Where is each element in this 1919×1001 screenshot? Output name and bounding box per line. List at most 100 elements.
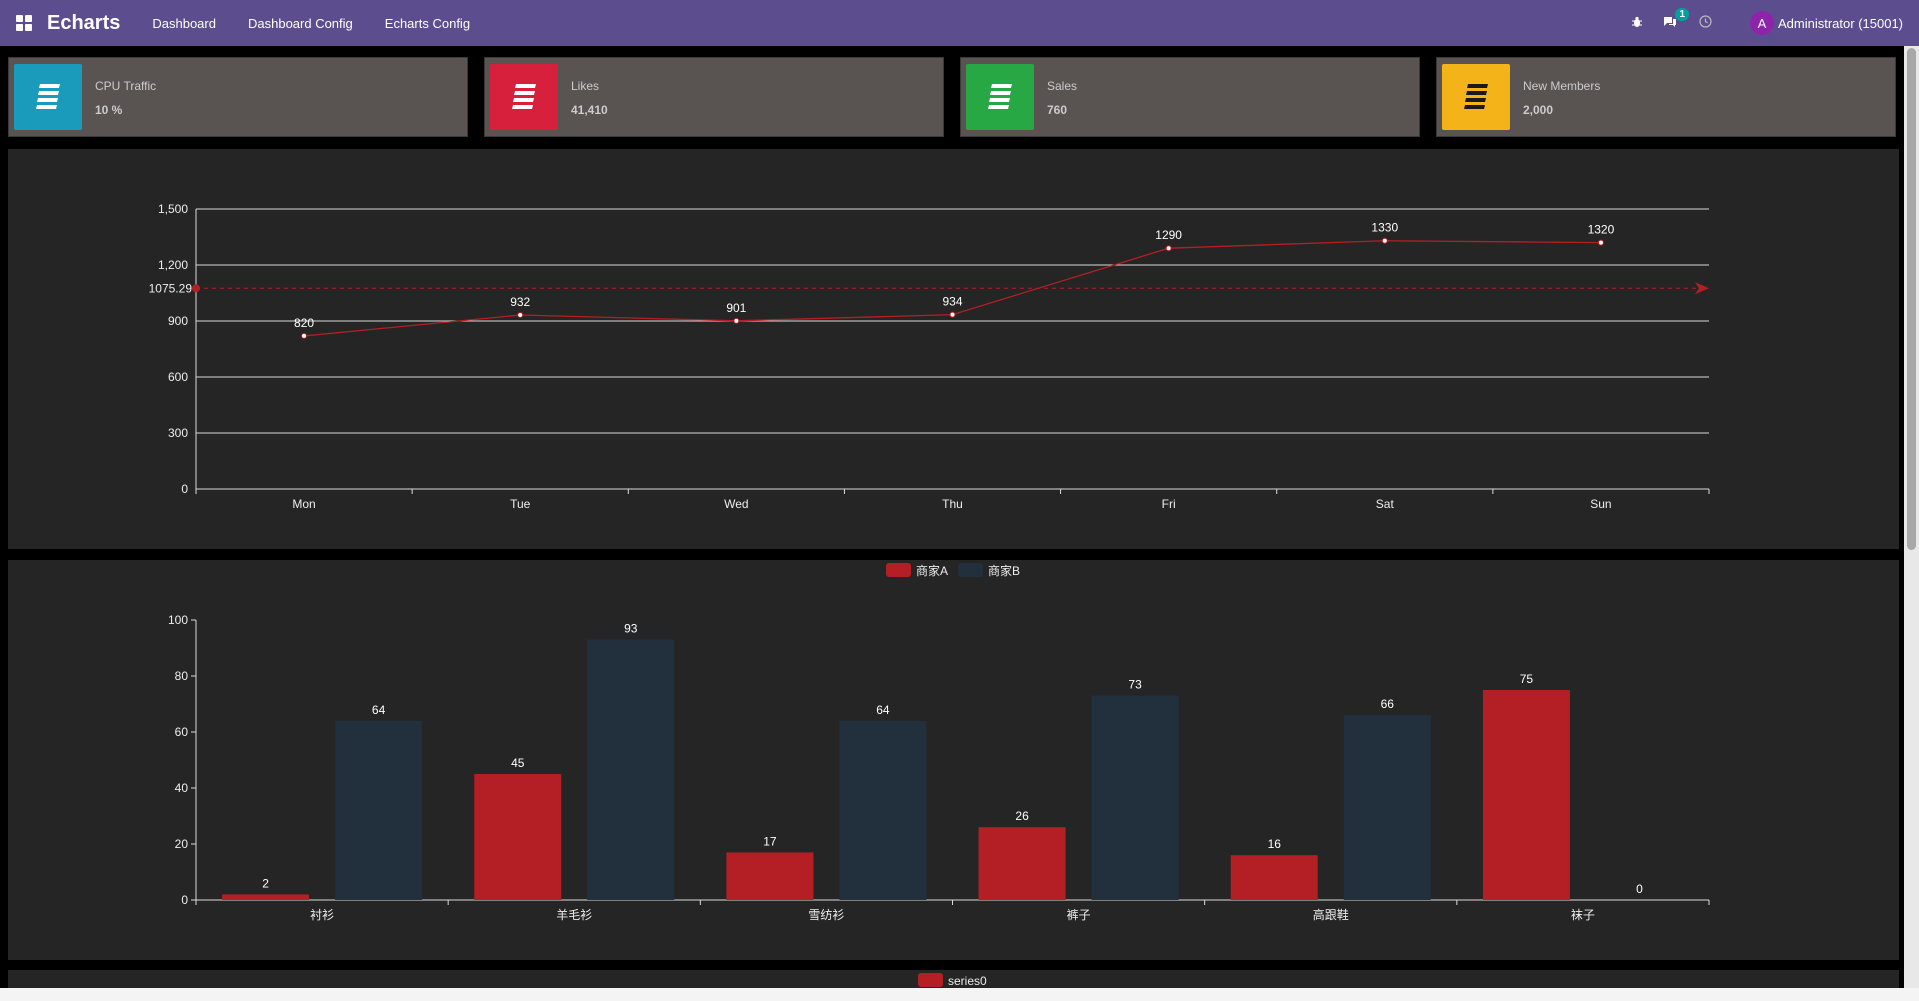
- x-tick-label: 袜子: [1571, 908, 1595, 922]
- x-tick-label: 羊毛衫: [556, 907, 592, 922]
- stat-card-cpu-traffic: CPU Traffic 10 %: [8, 57, 468, 137]
- stat-icon-box: [1442, 64, 1510, 130]
- data-label: 0: [1636, 882, 1643, 896]
- bar: [335, 720, 423, 900]
- data-label: 934: [942, 295, 962, 309]
- messages-chat-icon[interactable]: 1: [1663, 7, 1689, 31]
- stat-label: CPU Traffic: [95, 79, 157, 93]
- data-label: 64: [876, 703, 890, 717]
- data-label: 17: [763, 834, 777, 848]
- legend-label: 商家B: [988, 563, 1020, 578]
- x-tick-label: Sat: [1376, 497, 1395, 511]
- x-tick-label: Fri: [1162, 497, 1176, 511]
- x-tick-label: 衬衫: [310, 908, 334, 922]
- stat-label: Sales: [1047, 79, 1078, 93]
- bar: [839, 720, 927, 900]
- line-point: [1165, 245, 1172, 252]
- message-count-badge: 1: [1675, 7, 1689, 21]
- menu-item-dashboard[interactable]: Dashboard: [152, 15, 216, 31]
- third-chart-panel: series0: [8, 970, 1899, 988]
- data-label: 932: [510, 295, 530, 309]
- bar: [1343, 715, 1431, 900]
- x-tick-label: Sun: [1590, 497, 1611, 511]
- x-tick-label: 高跟鞋: [1313, 907, 1349, 922]
- data-label: 75: [1520, 672, 1534, 686]
- page-scrollbar-thumb[interactable]: [1907, 48, 1916, 550]
- average-mark-label: 1075.29: [149, 281, 193, 295]
- menu-item-dashboard-config[interactable]: Dashboard Config: [247, 15, 353, 31]
- page-bottom-edge: [0, 988, 1919, 1001]
- y-tick-label: 80: [175, 669, 189, 683]
- y-tick-label: 600: [168, 370, 188, 384]
- bar: [587, 639, 675, 900]
- x-tick-label: Mon: [292, 497, 315, 511]
- line-point: [517, 312, 524, 319]
- stat-card-sales: Sales 760: [960, 57, 1420, 137]
- data-label: 2: [262, 876, 269, 890]
- apps-grid-icon[interactable]: [16, 15, 32, 31]
- legend-swatch: [958, 563, 983, 577]
- app-brand[interactable]: Echarts: [47, 11, 121, 34]
- data-label: 16: [1268, 837, 1282, 851]
- y-tick-label: 0: [181, 893, 188, 907]
- line-point: [301, 332, 308, 339]
- stat-value: 10 %: [95, 103, 123, 117]
- legend-swatch: [918, 973, 943, 987]
- y-tick-label: 20: [175, 837, 189, 851]
- stat-icon-box: [490, 64, 558, 130]
- bar: [1091, 695, 1179, 900]
- stat-icon-box: [14, 64, 82, 130]
- user-menu[interactable]: Administrator (15001): [1778, 15, 1903, 31]
- data-label: 26: [1015, 809, 1029, 823]
- top-navbar: Echarts Dashboard Dashboard Config Echar…: [0, 0, 1919, 46]
- data-label: 901: [726, 301, 746, 315]
- x-tick-label: Tue: [510, 497, 531, 511]
- stat-value: 41,410: [571, 103, 608, 117]
- debug-bug-icon[interactable]: [1631, 16, 1643, 31]
- document-lines-icon: [988, 84, 1012, 109]
- stat-card-likes: Likes 41,410: [484, 57, 944, 137]
- document-lines-icon: [1464, 84, 1488, 109]
- x-tick-label: Wed: [724, 497, 748, 511]
- line-chart: 0 300 600 900 1,200 1,500 Mon Tue Wed Thu Fri Sat Su…: [149, 202, 1710, 511]
- document-lines-icon: [512, 84, 536, 109]
- bar: [726, 852, 814, 900]
- data-label: 1330: [1371, 221, 1398, 235]
- line-point: [949, 311, 956, 318]
- x-tick-label: Thu: [942, 497, 963, 511]
- bar-chart: 商家A 商家B 0 20 40 60 80 100 衬衫 2 64 羊毛衫 45 93 雪纺衫 17 64 裤子 2…: [168, 563, 1710, 922]
- y-tick-label: 1,200: [158, 258, 188, 272]
- bar-chart-panel: 商家A 商家B 0 20 40 60 80 100 衬衫 2 64 羊毛衫 45 93 雪纺衫 17 64 裤子 2…: [8, 560, 1899, 960]
- bar: [1230, 855, 1318, 900]
- data-label: 66: [1381, 697, 1395, 711]
- legend-swatch: [886, 563, 911, 577]
- y-tick-label: 100: [168, 613, 188, 627]
- activity-clock-icon[interactable]: [1699, 15, 1712, 31]
- y-tick-label: 40: [175, 781, 189, 795]
- data-label: 93: [624, 622, 638, 636]
- data-label: 1290: [1155, 228, 1182, 242]
- data-label: 45: [511, 756, 525, 770]
- user-avatar[interactable]: A: [1750, 11, 1774, 35]
- average-mark-start: [192, 284, 200, 293]
- bar: [1482, 690, 1570, 900]
- data-label: 1320: [1588, 223, 1615, 237]
- data-label: 820: [294, 316, 314, 330]
- line-point: [1381, 237, 1388, 244]
- stat-value: 760: [1047, 103, 1068, 117]
- y-tick-label: 900: [168, 314, 188, 328]
- line-point: [1597, 239, 1604, 246]
- legend-label: 商家A: [916, 563, 948, 578]
- stat-label: Likes: [571, 79, 600, 93]
- line-chart-panel: 0 300 600 900 1,200 1,500 Mon Tue Wed Thu Fri Sat Su…: [8, 149, 1899, 549]
- navbar-systray: 1 A Administrator (15001): [1615, 7, 1903, 35]
- average-mark-arrow: [1695, 282, 1709, 295]
- x-tick-label: 裤子: [1067, 908, 1091, 922]
- menu-item-echarts-config[interactable]: Echarts Config: [384, 15, 471, 31]
- stat-card-new-members: New Members 2,000: [1436, 57, 1896, 137]
- y-tick-label: 0: [181, 482, 188, 496]
- x-tick-label: 雪纺衫: [808, 908, 844, 922]
- third-chart: series0: [918, 973, 987, 988]
- legend-label: series0: [948, 974, 987, 988]
- bar: [978, 827, 1066, 900]
